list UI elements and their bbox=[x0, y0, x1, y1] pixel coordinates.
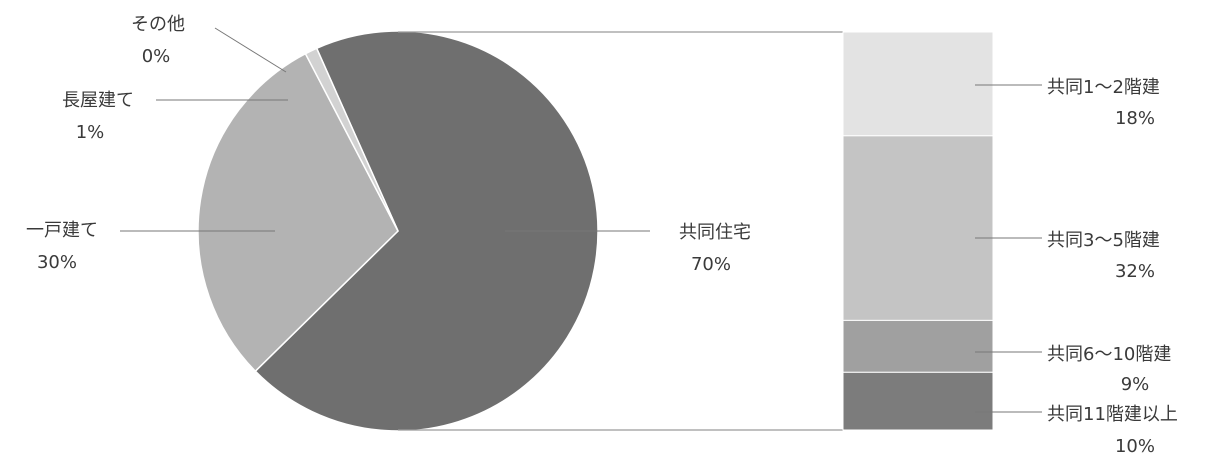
bar-segment bbox=[842, 31, 994, 137]
bar-label-value: 9% bbox=[1121, 374, 1150, 395]
bar-label-value: 32% bbox=[1115, 261, 1155, 282]
bar-label-value: 18% bbox=[1115, 108, 1155, 129]
bar-segment bbox=[842, 319, 994, 373]
pie-label-value: 0% bbox=[142, 46, 171, 67]
pie-label-name: 共同住宅 bbox=[679, 222, 751, 243]
bar-label-name: 共同11階建以上 bbox=[1047, 404, 1178, 425]
pie-label-value: 70% bbox=[691, 254, 731, 275]
bar-segment bbox=[842, 135, 994, 321]
pie-slice bbox=[254, 30, 599, 432]
pie-leader-line bbox=[214, 27, 287, 73]
pie-label-name: 一戸建て bbox=[26, 220, 98, 241]
bar-label-name: 共同1～2階建 bbox=[1047, 77, 1160, 98]
bar-label-name: 共同3～5階建 bbox=[1047, 230, 1160, 251]
bar-segment bbox=[842, 371, 994, 431]
pie-slice bbox=[304, 47, 399, 232]
bar-label-value: 10% bbox=[1115, 436, 1155, 457]
bar-label-name: 共同6～10階建 bbox=[1047, 344, 1171, 365]
pie-label-value: 1% bbox=[76, 122, 105, 143]
pie-label-name: その他 bbox=[131, 14, 185, 35]
pie-label-value: 30% bbox=[37, 252, 77, 273]
pie-label-name: 長屋建て bbox=[62, 90, 134, 111]
pie-slice bbox=[197, 52, 399, 373]
